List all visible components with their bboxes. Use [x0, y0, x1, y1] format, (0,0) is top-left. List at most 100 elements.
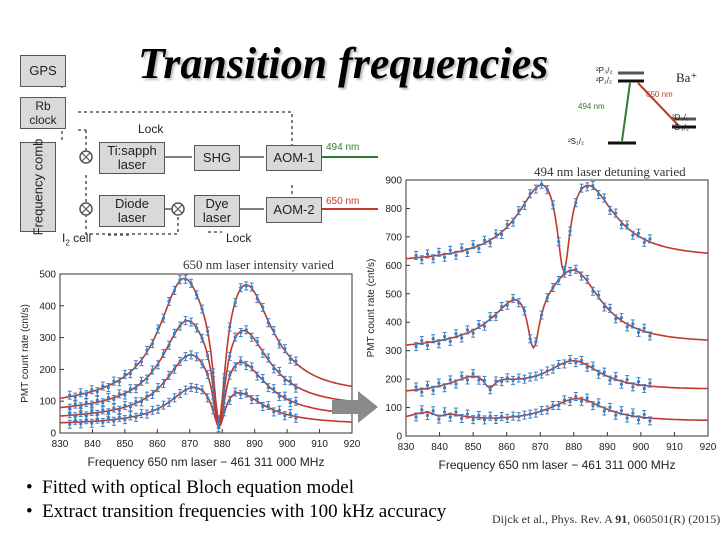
data-point — [431, 406, 436, 416]
data-point — [260, 401, 265, 411]
data-point — [459, 333, 464, 343]
data-point — [183, 352, 188, 362]
data-point — [189, 350, 194, 360]
data-point — [282, 411, 287, 421]
data-point — [288, 408, 293, 418]
data-point — [453, 407, 458, 417]
data-point — [493, 311, 498, 321]
data-point — [482, 415, 487, 425]
data-point — [436, 339, 441, 349]
data-point — [266, 318, 271, 328]
data-point — [448, 375, 453, 385]
data-point — [425, 380, 430, 390]
data-point — [233, 298, 238, 308]
data-point — [238, 390, 243, 400]
data-point — [528, 334, 533, 344]
data-point — [602, 406, 607, 416]
energy-levels-svg — [608, 71, 696, 145]
y-tick-label: 300 — [39, 333, 56, 344]
y-tick-label: 0 — [50, 429, 56, 440]
tisapph-laser-box: Ti:sapph laser — [99, 142, 165, 174]
data-point — [493, 414, 498, 424]
right-chart-caption: 494 nm laser detuning varied — [534, 164, 686, 179]
data-point — [516, 373, 521, 383]
y-tick-label: 500 — [385, 289, 402, 300]
data-point — [238, 356, 243, 366]
data-point — [488, 238, 493, 248]
data-point — [211, 405, 216, 415]
data-point — [425, 411, 430, 421]
data-point — [144, 374, 149, 384]
data-point — [431, 254, 436, 264]
i2-subscript: 2 — [65, 238, 70, 248]
data-point — [459, 243, 464, 253]
data-point — [476, 410, 481, 420]
data-point — [425, 340, 430, 350]
data-point — [155, 324, 160, 334]
data-point — [471, 328, 476, 338]
data-point — [178, 321, 183, 331]
data-point — [95, 387, 100, 397]
data-point — [505, 413, 510, 423]
data-point — [161, 349, 166, 359]
data-point — [167, 397, 172, 407]
data-point — [539, 310, 544, 320]
data-point — [579, 271, 584, 281]
y-tick-label: 0 — [396, 432, 402, 443]
data-point — [511, 217, 516, 227]
data-point — [613, 410, 618, 420]
data-point — [260, 348, 265, 358]
data-point — [78, 408, 83, 418]
data-point — [67, 419, 72, 429]
data-point — [249, 362, 254, 372]
data-point — [602, 367, 607, 377]
data-point — [189, 317, 194, 327]
data-point — [244, 281, 249, 291]
data-point — [493, 376, 498, 386]
data-point — [150, 339, 155, 349]
data-point — [244, 325, 249, 335]
data-point — [533, 408, 538, 418]
data-point — [419, 255, 424, 265]
data-point — [608, 375, 613, 385]
data-point — [550, 364, 555, 374]
data-point — [122, 400, 127, 410]
data-point — [255, 371, 260, 381]
data-point — [122, 390, 127, 400]
data-point — [78, 388, 83, 398]
data-point — [194, 290, 199, 300]
level-p12: ²P₁/₂ — [596, 76, 613, 85]
data-point — [288, 376, 293, 386]
citation: Dijck et al., Phys. Rev. A 91, 060501(R)… — [492, 512, 720, 526]
data-point — [419, 405, 424, 415]
data-point — [448, 245, 453, 255]
data-point — [277, 405, 282, 415]
plot-area — [59, 273, 353, 434]
data-point — [636, 228, 641, 238]
data-point — [493, 229, 498, 239]
data-point — [442, 407, 447, 417]
frequency-comb-label: Frequency comb — [30, 138, 46, 236]
data-point — [619, 406, 624, 416]
right-arrow-icon — [332, 391, 378, 423]
data-point — [431, 385, 436, 395]
data-point — [465, 247, 470, 257]
data-point — [482, 375, 487, 385]
data-point — [568, 226, 573, 236]
data-point — [539, 405, 544, 415]
data-point — [117, 389, 122, 399]
data-point — [499, 301, 504, 311]
data-point — [619, 313, 624, 323]
data-point — [476, 375, 481, 385]
x-tick-label: 850 — [465, 442, 482, 453]
data-point — [183, 316, 188, 326]
data-point — [133, 397, 138, 407]
data-point — [533, 337, 538, 347]
data-point — [465, 375, 470, 385]
left-chart-caption: 650 nm laser intensity varied — [183, 257, 334, 272]
data-point — [155, 404, 160, 414]
i2-symbol: I — [62, 231, 66, 245]
beam-494-label: 494 nm — [326, 142, 360, 153]
i2-cell-label: I2 cell — [62, 231, 91, 247]
data-point — [630, 408, 635, 418]
